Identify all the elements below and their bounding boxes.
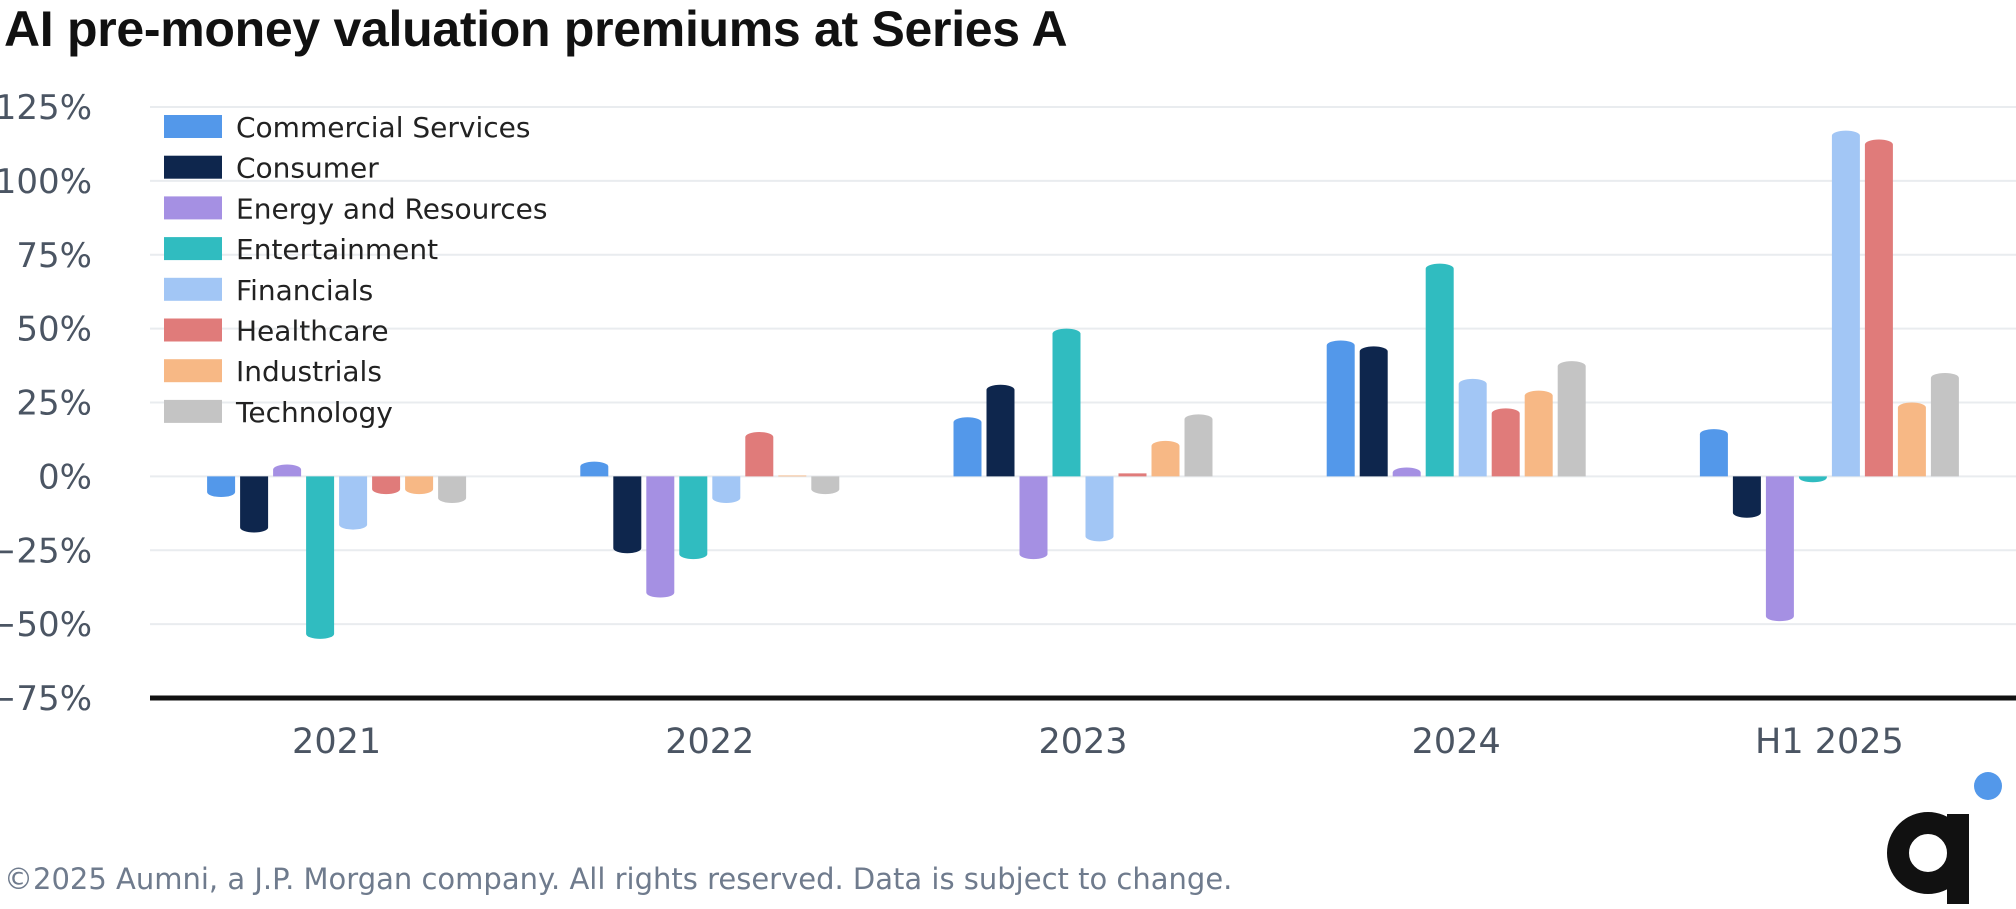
y-tick-label: 50% xyxy=(16,310,92,350)
bar xyxy=(745,432,774,477)
bar xyxy=(953,417,982,477)
bar xyxy=(1524,390,1553,477)
x-tick-label: 2022 xyxy=(665,722,754,762)
legend-label: Financials xyxy=(236,274,373,307)
bar xyxy=(1019,476,1048,560)
legend-label: Industrials xyxy=(236,355,382,388)
bar xyxy=(1897,402,1926,477)
bar xyxy=(207,476,236,498)
bar xyxy=(1765,476,1794,622)
bar xyxy=(273,464,302,477)
bar xyxy=(1151,440,1180,477)
bar xyxy=(1930,372,1959,477)
aumni-logo-icon xyxy=(1887,772,2002,904)
bar xyxy=(778,475,807,477)
copyright-footer: ©2025 Aumni, a J.P. Morgan company. All … xyxy=(4,862,1233,896)
bar xyxy=(1184,414,1213,477)
bar xyxy=(613,476,642,554)
x-tick-label: H1 2025 xyxy=(1755,722,1904,762)
bar xyxy=(986,384,1015,477)
legend-swatch xyxy=(164,155,222,179)
legend-swatch xyxy=(164,237,222,261)
bar xyxy=(1699,429,1728,477)
legend-swatch xyxy=(164,359,222,383)
x-tick-label: 2024 xyxy=(1412,722,1501,762)
legend-swatch xyxy=(164,318,222,342)
bar xyxy=(1425,263,1454,477)
y-tick-label: −75% xyxy=(0,679,92,719)
bar xyxy=(1118,473,1147,477)
gridlines xyxy=(150,106,2016,626)
bar xyxy=(1491,408,1520,477)
bar xyxy=(438,476,467,503)
bar xyxy=(646,476,675,598)
bars xyxy=(207,130,1959,639)
legend-label: Commercial Services xyxy=(236,111,530,144)
legend-swatch xyxy=(164,277,222,301)
legend-swatch xyxy=(164,115,222,138)
x-axis: 2021 2022 2023 2024 H1 2025 xyxy=(150,695,2016,762)
bar xyxy=(580,461,609,477)
legend-swatch xyxy=(164,196,222,220)
y-tick-label: −50% xyxy=(0,605,92,645)
legend-label: Consumer xyxy=(236,152,379,185)
bar xyxy=(1052,328,1081,477)
bar xyxy=(1732,476,1761,518)
legend-label: Healthcare xyxy=(236,315,389,348)
y-tick-label: 125% xyxy=(0,88,92,128)
legend: Commercial Services Consumer Energy and Re… xyxy=(164,111,548,429)
legend-swatch xyxy=(164,399,222,423)
bar xyxy=(1392,467,1421,477)
bar xyxy=(1831,130,1860,477)
bar xyxy=(712,476,741,503)
bar xyxy=(372,476,401,495)
bar xyxy=(405,476,434,495)
bar xyxy=(240,476,269,533)
bar xyxy=(1458,378,1487,477)
bar xyxy=(1798,476,1827,483)
logo-stem xyxy=(1947,814,1969,904)
bar-chart: −75% −50% −25% 0% 25% 50% 75% 100% 125% 2021 2022… xyxy=(0,88,2016,762)
x-tick-label: 2023 xyxy=(1038,722,1127,762)
bar xyxy=(1326,340,1355,477)
y-tick-label: 75% xyxy=(16,236,92,276)
bar xyxy=(811,476,840,495)
y-tick-label: 0% xyxy=(38,457,92,497)
y-tick-label: 25% xyxy=(16,384,92,424)
chart-title: AI pre-money valuation premiums at Serie… xyxy=(4,1,1068,57)
bar xyxy=(1085,476,1114,542)
bar xyxy=(679,476,708,560)
logo-dot xyxy=(1974,772,2002,800)
x-tick-label: 2021 xyxy=(292,722,381,762)
y-axis-ticks: −75% −50% −25% 0% 25% 50% 75% 100% 125% xyxy=(0,88,92,719)
legend-label: Energy and Resources xyxy=(236,192,548,225)
bar xyxy=(1359,346,1388,477)
legend-label: Entertainment xyxy=(236,233,438,266)
legend-label: Technology xyxy=(235,396,393,429)
bar xyxy=(339,476,368,530)
y-tick-label: 100% xyxy=(0,162,92,202)
y-tick-label: −25% xyxy=(0,531,92,571)
bar xyxy=(306,476,335,639)
bar xyxy=(1864,139,1893,477)
bar xyxy=(1557,361,1586,477)
